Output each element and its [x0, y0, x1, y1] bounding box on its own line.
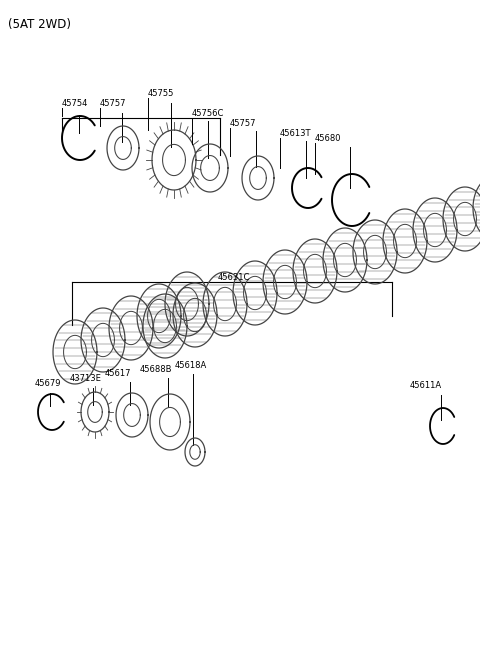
Text: 43713E: 43713E: [70, 374, 102, 383]
Text: 45755: 45755: [148, 89, 174, 98]
Text: 45680: 45680: [315, 134, 341, 143]
Text: 45617: 45617: [105, 369, 132, 378]
Text: 45613T: 45613T: [280, 129, 312, 138]
Text: 45618A: 45618A: [175, 361, 207, 370]
Text: (5AT 2WD): (5AT 2WD): [8, 18, 71, 31]
Text: 45757: 45757: [100, 99, 127, 108]
Text: 45754: 45754: [62, 99, 88, 108]
Text: 45688B: 45688B: [140, 365, 172, 374]
Text: 45611A: 45611A: [410, 381, 442, 390]
Text: 45756C: 45756C: [192, 109, 224, 118]
Text: 45631C: 45631C: [218, 273, 251, 282]
Text: 45679: 45679: [35, 379, 61, 388]
Text: 45757: 45757: [230, 119, 256, 128]
